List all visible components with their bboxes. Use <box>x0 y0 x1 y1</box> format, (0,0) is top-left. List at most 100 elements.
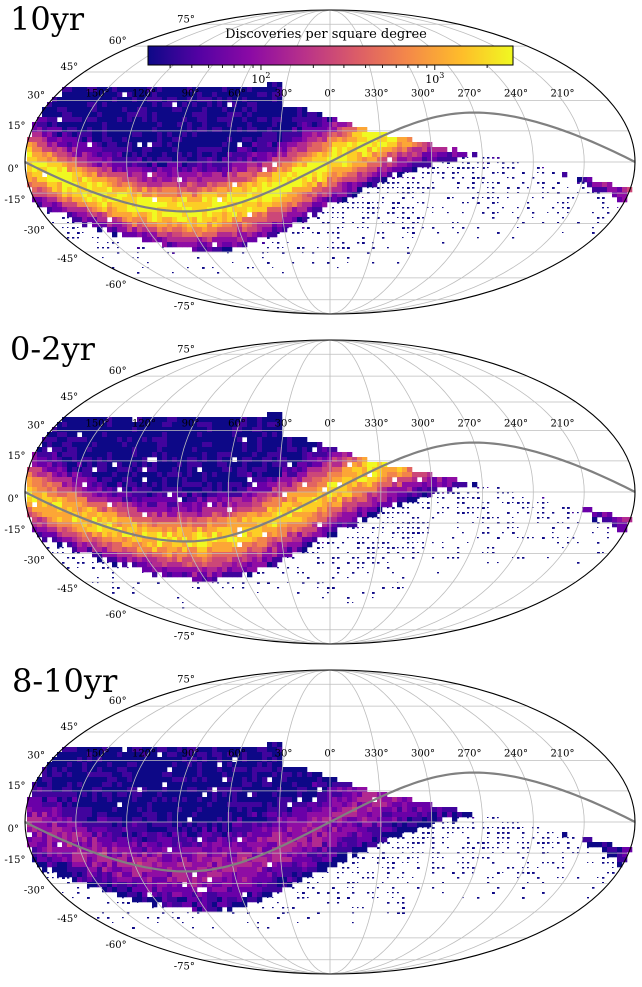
density-cell <box>412 227 415 229</box>
density-cell <box>132 112 138 118</box>
density-cell <box>132 152 138 158</box>
density-cell <box>332 447 338 453</box>
density-cell <box>207 522 213 528</box>
density-cell <box>427 167 430 169</box>
density-cell <box>397 147 403 153</box>
density-cell <box>147 552 153 558</box>
density-cell <box>312 147 318 153</box>
density-cell <box>202 167 208 173</box>
density-cell <box>117 497 123 503</box>
density-cell <box>377 482 383 488</box>
density-cell <box>117 117 123 123</box>
density-cell <box>232 447 238 453</box>
density-cell <box>227 247 233 253</box>
density-cell <box>232 557 238 563</box>
density-cell <box>367 557 370 559</box>
density-cell <box>352 512 358 518</box>
density-cell <box>137 417 143 423</box>
density-cell <box>137 552 143 558</box>
density-cell <box>137 107 143 113</box>
density-cell <box>252 527 258 533</box>
density-cell <box>352 537 354 539</box>
density-cell <box>297 182 303 188</box>
density-cell <box>132 767 138 773</box>
density-cell <box>137 217 143 223</box>
density-cell <box>477 177 480 179</box>
density-cell <box>402 482 408 488</box>
density-cell <box>102 192 108 198</box>
density-cell <box>227 212 233 218</box>
density-cell <box>247 227 253 233</box>
density-cell <box>82 442 88 448</box>
density-cell <box>47 127 53 133</box>
density-cell <box>307 167 313 173</box>
density-cell <box>252 157 258 163</box>
density-cell <box>97 162 103 168</box>
density-cell <box>82 512 88 518</box>
density-cell <box>582 187 585 189</box>
lat-tick-label: 0° <box>8 494 19 505</box>
density-cell <box>142 547 148 553</box>
density-cell <box>257 477 263 483</box>
density-cell <box>287 582 289 583</box>
density-cell <box>287 552 293 558</box>
density-cell <box>162 512 168 518</box>
density-cell <box>57 757 63 763</box>
density-cell <box>182 217 188 223</box>
density-cell <box>132 442 138 448</box>
density-cell <box>137 102 143 108</box>
density-cell <box>222 487 228 493</box>
density-cell <box>452 157 458 163</box>
density-cell <box>602 197 605 199</box>
density-cell <box>172 467 178 473</box>
density-cell <box>302 107 308 113</box>
density-cell <box>132 517 138 523</box>
density-cell <box>452 167 454 168</box>
density-cell <box>362 147 368 153</box>
density-cell <box>597 512 603 518</box>
density-cell <box>392 587 394 589</box>
density-cell <box>372 487 378 493</box>
density-cell <box>182 497 188 503</box>
density-cell <box>52 142 58 148</box>
density-cell <box>227 197 233 203</box>
density-cell <box>402 157 408 163</box>
density-cell <box>222 517 228 523</box>
density-cell <box>137 87 143 93</box>
density-cell <box>117 547 123 553</box>
density-cell <box>287 187 293 193</box>
density-cell <box>197 537 203 543</box>
density-cell <box>292 437 298 443</box>
panel-label: 0-2yr <box>10 330 96 368</box>
density-cell <box>297 567 299 569</box>
density-cell <box>97 432 103 438</box>
density-cell <box>567 197 570 199</box>
density-cell <box>152 517 158 523</box>
density-cell <box>137 477 143 483</box>
density-cell <box>117 417 123 423</box>
density-cell <box>292 217 298 223</box>
density-cell <box>212 767 218 773</box>
density-cell <box>422 142 428 148</box>
density-cell <box>172 547 178 553</box>
density-cell <box>62 447 68 453</box>
density-cell <box>202 567 208 573</box>
density-cell <box>397 482 403 488</box>
density-cell <box>242 772 248 778</box>
density-cell <box>137 532 143 538</box>
density-cell <box>202 522 208 528</box>
density-cell <box>357 507 363 513</box>
density-cell <box>72 87 78 93</box>
density-cell <box>97 127 103 133</box>
density-cell <box>217 572 223 578</box>
density-cell <box>117 107 123 113</box>
density-cell <box>387 502 393 508</box>
density-cell <box>112 502 118 508</box>
density-cell <box>182 102 188 108</box>
density-cell <box>282 542 288 548</box>
density-cell <box>82 222 88 228</box>
density-cell <box>222 167 228 173</box>
density-cell <box>172 502 178 508</box>
density-cell <box>362 492 368 498</box>
density-cell <box>477 492 479 494</box>
